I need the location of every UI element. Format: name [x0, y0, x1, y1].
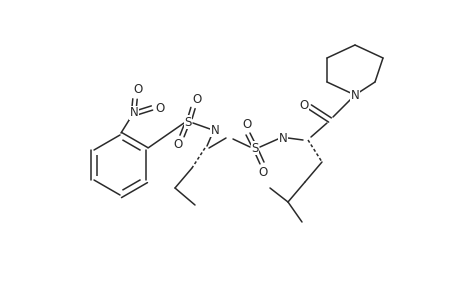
Text: O: O: [258, 166, 267, 178]
Text: O: O: [192, 92, 201, 106]
Text: N: N: [210, 124, 219, 136]
Text: O: O: [299, 98, 308, 112]
Text: N: N: [129, 106, 138, 119]
Text: O: O: [133, 82, 142, 95]
Text: N: N: [278, 131, 287, 145]
Text: S: S: [184, 116, 191, 128]
Text: N: N: [350, 88, 358, 101]
Text: O: O: [155, 101, 164, 115]
Text: S: S: [251, 142, 258, 154]
Text: O: O: [173, 139, 182, 152]
Text: O: O: [242, 118, 251, 131]
